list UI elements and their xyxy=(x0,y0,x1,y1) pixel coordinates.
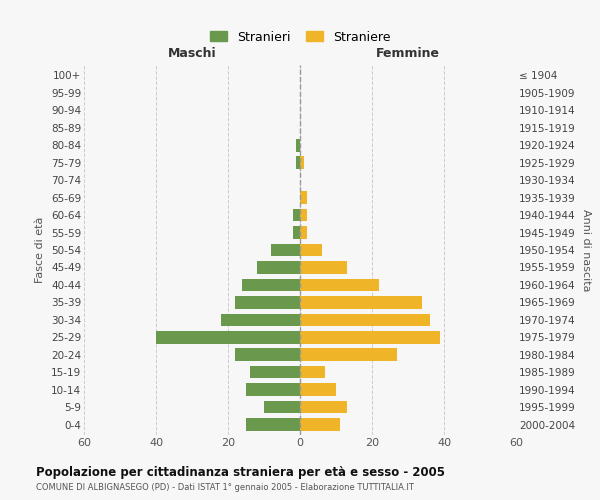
Bar xyxy=(300,296,422,308)
Bar xyxy=(156,331,300,344)
Bar xyxy=(235,296,300,308)
Bar xyxy=(246,418,300,431)
Bar xyxy=(300,331,440,344)
Bar xyxy=(300,314,430,326)
Text: COMUNE DI ALBIGNASEGO (PD) - Dati ISTAT 1° gennaio 2005 - Elaborazione TUTTITALI: COMUNE DI ALBIGNASEGO (PD) - Dati ISTAT … xyxy=(36,483,414,492)
Bar xyxy=(300,418,340,431)
Bar xyxy=(300,192,307,204)
Y-axis label: Anni di nascita: Anni di nascita xyxy=(581,209,591,291)
Bar xyxy=(300,278,379,291)
Bar xyxy=(300,226,307,239)
Bar xyxy=(300,209,307,222)
Bar xyxy=(250,366,300,378)
Bar xyxy=(221,314,300,326)
Y-axis label: Fasce di età: Fasce di età xyxy=(35,217,46,283)
Bar xyxy=(300,384,336,396)
Bar xyxy=(300,244,322,256)
Bar xyxy=(300,366,325,378)
Bar xyxy=(296,139,300,151)
Bar xyxy=(300,401,347,413)
Bar xyxy=(300,261,347,274)
Legend: Stranieri, Straniere: Stranieri, Straniere xyxy=(209,30,391,44)
Bar xyxy=(300,348,397,361)
Bar xyxy=(271,244,300,256)
Bar xyxy=(293,209,300,222)
Bar xyxy=(300,156,304,169)
Bar xyxy=(257,261,300,274)
Bar xyxy=(296,156,300,169)
Text: Popolazione per cittadinanza straniera per età e sesso - 2005: Popolazione per cittadinanza straniera p… xyxy=(36,466,445,479)
Bar xyxy=(242,278,300,291)
Bar xyxy=(293,226,300,239)
Bar xyxy=(235,348,300,361)
Text: Femmine: Femmine xyxy=(376,47,440,60)
Bar xyxy=(246,384,300,396)
Text: Maschi: Maschi xyxy=(167,47,217,60)
Bar xyxy=(264,401,300,413)
